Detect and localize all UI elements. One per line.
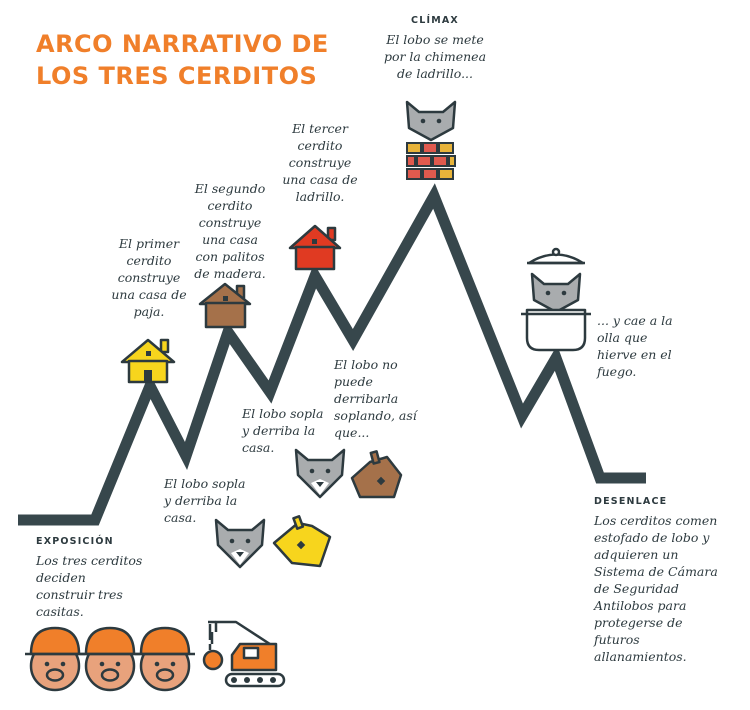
wolf-icon — [405, 100, 457, 142]
sopla1-text: El lobo sopla y derriba la casa. — [164, 476, 246, 525]
nopuede-text: El lobo no puede derribarla soplando, as… — [334, 357, 417, 440]
exposicion-text: Los tres cerditos deciden construir tres… — [36, 553, 143, 619]
sopla1-note: El lobo sopla y derriba la casa. — [164, 475, 250, 526]
primer-text: El primer cerdito construye una casa de … — [111, 236, 187, 319]
pot-icon — [521, 247, 591, 352]
climax-label: CLÍMAX — [411, 15, 459, 26]
narrative-arc-line — [18, 183, 646, 526]
desenlace-text: Los cerditos comen estofado de lobo y ad… — [594, 513, 718, 664]
title-line-1: ARCO NARRATIVO DE — [36, 30, 329, 58]
brick-house-icon — [288, 224, 342, 271]
primer-note: El primer cerdito construye una casa de … — [108, 235, 190, 320]
diagram-title: ARCO NARRATIVO DE LOS TRES CERDITOS — [36, 28, 329, 92]
straw-house-icon — [120, 338, 176, 384]
sopla2-text: El lobo sopla y derriba la casa. — [242, 406, 324, 455]
pig-icon — [135, 626, 195, 692]
tercer-note: El tercer cerdito construye una casa de … — [278, 120, 362, 205]
exposicion-note: EXPOSICIÓN Los tres cerditos deciden con… — [36, 533, 146, 620]
sopla2-note: El lobo sopla y derriba la casa. — [242, 405, 326, 456]
exposicion-label: EXPOSICIÓN — [36, 536, 114, 547]
desenlace-label: DESENLACE — [594, 496, 668, 507]
collapsed-house-icon — [350, 450, 403, 499]
excavator-icon — [202, 620, 286, 688]
wolf-icon — [214, 518, 266, 569]
olla-text: ... y cae a la olla que hierve en el fue… — [597, 313, 673, 379]
tercer-text: El tercer cerdito construye una casa de … — [282, 121, 358, 204]
climax-text: El lobo se mete por la chimenea de ladri… — [383, 32, 487, 81]
wolf-icon — [294, 448, 346, 499]
segundo-note: El segundo cerdito construye una casa co… — [190, 180, 270, 282]
climax-note: CLÍMAX El lobo se mete por la chimenea d… — [380, 12, 490, 82]
nopuede-note: El lobo no puede derribarla soplando, as… — [334, 356, 424, 441]
title-line-2: LOS TRES CERDITOS — [36, 62, 318, 90]
pig-icon — [25, 626, 85, 692]
pig-icon — [80, 626, 140, 692]
wood-house-icon — [198, 282, 252, 329]
collapsed-house-icon — [272, 515, 332, 568]
segundo-text: El segundo cerdito construye una casa co… — [194, 181, 266, 281]
chimney-icon — [406, 142, 456, 180]
olla-note: ... y cae a la olla que hierve en el fue… — [597, 312, 677, 380]
desenlace-note: DESENLACE Los cerditos comen estofado de… — [594, 493, 724, 665]
